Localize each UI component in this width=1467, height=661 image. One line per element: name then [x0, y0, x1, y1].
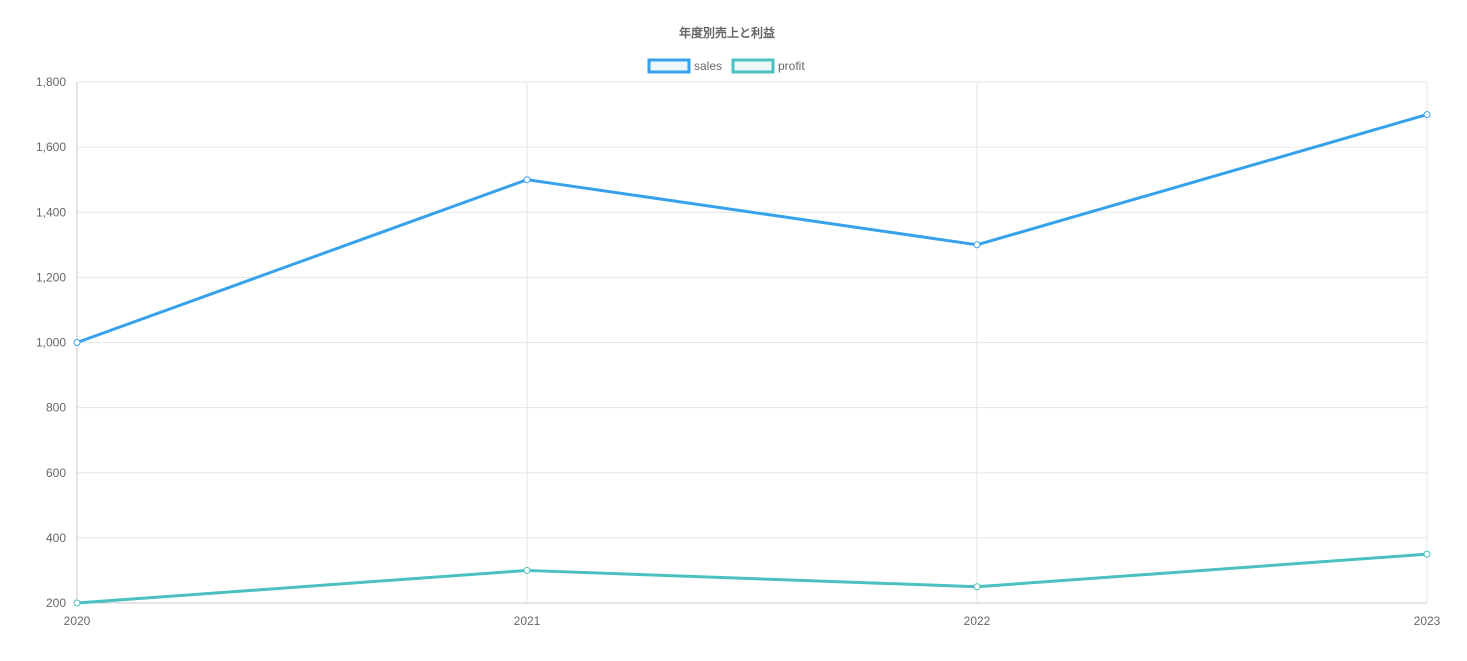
chart-title: 年度別売上と利益: [679, 25, 775, 40]
data-point-profit[interactable]: [523, 566, 531, 574]
x-tick-label: 2023: [1414, 614, 1441, 628]
x-tick-label: 2021: [514, 614, 541, 628]
y-tick-label: 1,200: [36, 270, 66, 284]
legend-item-sales[interactable]: sales: [647, 58, 722, 74]
data-point-sales[interactable]: [1423, 111, 1431, 119]
y-tick-label: 1,400: [36, 205, 66, 219]
legend-swatch-profit: [731, 58, 775, 74]
legend-item-profit[interactable]: profit: [731, 58, 805, 74]
grid: [76, 81, 1428, 604]
y-tick-label: 1,600: [36, 140, 66, 154]
data-point-sales[interactable]: [973, 241, 981, 249]
x-axis: 2020 2021 2022 2023: [64, 614, 1441, 628]
y-tick-label: 1,800: [36, 75, 66, 89]
data-point-profit[interactable]: [1423, 550, 1431, 558]
legend-swatch-sales: [647, 58, 691, 74]
y-tick-label: 200: [46, 596, 66, 610]
x-tick-label: 2020: [64, 614, 91, 628]
data-point-sales[interactable]: [523, 176, 531, 184]
y-tick-label: 600: [46, 466, 66, 480]
legend-label-sales: sales: [694, 59, 722, 73]
data-point-profit[interactable]: [973, 583, 981, 591]
data-point-sales[interactable]: [73, 339, 81, 346]
series-line-sales: [76, 113, 1428, 344]
series-group: [73, 111, 1431, 607]
x-tick-label: 2022: [964, 614, 991, 628]
legend-label-profit: profit: [778, 59, 805, 73]
y-tick-label: 400: [46, 531, 66, 545]
data-point-profit[interactable]: [73, 599, 81, 607]
y-tick-label: 800: [46, 401, 66, 415]
legend: sales profit: [647, 58, 805, 74]
y-axis: 200 400 600 800 1,000 1,200 1,400 1,600 1,800: [36, 75, 66, 610]
y-tick-label: 1,000: [36, 336, 66, 350]
series-line-profit: [76, 552, 1428, 605]
